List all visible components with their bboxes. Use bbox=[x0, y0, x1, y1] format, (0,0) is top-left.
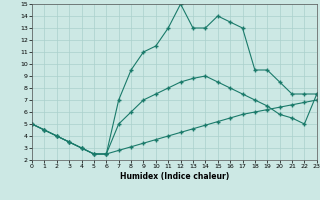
X-axis label: Humidex (Indice chaleur): Humidex (Indice chaleur) bbox=[120, 172, 229, 181]
